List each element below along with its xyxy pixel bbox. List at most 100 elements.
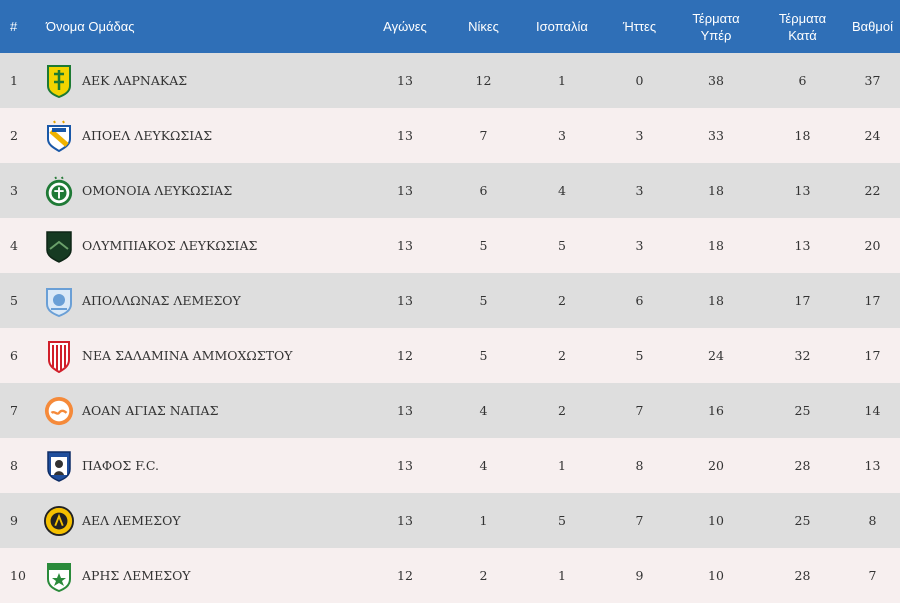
played-cell: 13 xyxy=(397,73,413,88)
table-row: 4 ΟΛΥΜΠΙΑΚΟΣ ΛΕΥΚΩΣΙΑΣ 13 5 5 3 18 13 20 xyxy=(0,218,900,273)
aek-larnaca-crest-icon xyxy=(44,64,74,98)
goals-against-cell: 25 xyxy=(794,403,811,418)
team-name[interactable]: ΑΕΛ ΛΕΜΕΣΟΥ xyxy=(82,513,181,528)
points-cell: 24 xyxy=(864,128,881,143)
wins-cell: 2 xyxy=(479,568,488,583)
position-cell: 10 xyxy=(10,568,26,583)
table-row: 2 ΑΠΟΕΛ ΛΕΥΚΩΣΙΑΣ 13 7 3 3 33 18 24 xyxy=(0,108,900,163)
team-cell: ΝΕΑ ΣΑΛΑΜΙΝΑ ΑΜΜΟΧΩΣΤΟΥ xyxy=(40,328,360,383)
olympiakos-nicosia-crest-icon xyxy=(44,229,74,263)
aoan-crest-icon xyxy=(44,394,74,428)
header-goals-against: Τέρματα Κατά xyxy=(760,0,845,53)
header-draws: Ισοπαλία xyxy=(536,19,588,34)
draws-cell: 5 xyxy=(558,513,566,528)
aris-crest-icon xyxy=(44,559,74,593)
goals-for-cell: 18 xyxy=(708,183,724,198)
table-row: 5 ΑΠΟΛΛΩΝΑΣ ΛΕΜΕΣΟΥ 13 5 2 6 18 17 17 xyxy=(0,273,900,328)
draws-cell: 5 xyxy=(558,238,566,253)
draws-cell: 4 xyxy=(558,183,566,198)
draws-cell: 1 xyxy=(558,458,566,473)
team-cell: ΟΜΟΝΟΙΑ ΛΕΥΚΩΣΙΑΣ xyxy=(40,163,360,218)
team-name[interactable]: ΑΠΟΛΛΩΝΑΣ ΛΕΜΕΣΟΥ xyxy=(82,293,241,308)
points-cell: 20 xyxy=(864,238,881,253)
points-cell: 17 xyxy=(864,293,881,308)
team-name[interactable]: ΝΕΑ ΣΑΛΑΜΙΝΑ ΑΜΜΟΧΩΣΤΟΥ xyxy=(82,348,293,363)
played-cell: 13 xyxy=(397,183,413,198)
table-row: 1 ΑΕΚ ΛΑΡΝΑΚΑΣ 13 12 1 0 38 6 37 xyxy=(0,53,900,108)
position-cell: 1 xyxy=(10,73,18,88)
apoel-crest-icon xyxy=(44,119,74,153)
goals-for-cell: 38 xyxy=(708,73,724,88)
position-cell: 2 xyxy=(10,128,18,143)
team-name[interactable]: ΠΑΦΟΣ F.C. xyxy=(82,458,160,473)
goals-for-cell: 18 xyxy=(708,293,724,308)
played-cell: 12 xyxy=(397,348,413,363)
apollon-crest-icon xyxy=(44,284,74,318)
points-cell: 8 xyxy=(868,513,877,528)
draws-cell: 2 xyxy=(558,293,566,308)
nea-salamina-crest-icon xyxy=(44,339,74,373)
losses-cell: 5 xyxy=(635,348,644,363)
team-name[interactable]: ΟΜΟΝΟΙΑ ΛΕΥΚΩΣΙΑΣ xyxy=(82,183,233,198)
team-name[interactable]: ΑΡΗΣ ΛΕΜΕΣΟΥ xyxy=(82,568,191,583)
wins-cell: 4 xyxy=(479,403,488,418)
team-name[interactable]: ΑΠΟΕΛ ΛΕΥΚΩΣΙΑΣ xyxy=(82,128,213,143)
goals-for-cell: 33 xyxy=(708,128,724,143)
omonoia-crest-icon xyxy=(44,174,74,208)
points-cell: 17 xyxy=(864,348,881,363)
wins-cell: 4 xyxy=(479,458,488,473)
header-points: Βαθμοί xyxy=(851,19,894,34)
team-cell: ΑΕΚ ΛΑΡΝΑΚΑΣ xyxy=(40,53,360,108)
goals-against-cell: 6 xyxy=(798,73,807,88)
table-row: 8 ΠΑΦΟΣ F.C. 13 4 1 8 20 28 13 xyxy=(0,438,900,493)
team-cell: ΑΟΑΝ ΑΓΙΑΣ ΝΑΠΑΣ xyxy=(40,383,360,438)
header-goals-for-line2: Υπέρ xyxy=(700,27,732,43)
losses-cell: 6 xyxy=(635,293,644,308)
wins-cell: 6 xyxy=(479,183,488,198)
header-wins: Νίκες xyxy=(468,19,499,34)
header-played: Αγώνες xyxy=(383,19,427,34)
position-cell: 9 xyxy=(10,513,18,528)
played-cell: 13 xyxy=(397,293,413,308)
position-cell: 8 xyxy=(10,458,18,473)
pafos-crest-icon xyxy=(44,449,74,483)
header-goals-for: Τέρματα Υπέρ xyxy=(672,0,760,53)
goals-against-cell: 25 xyxy=(794,513,811,528)
position-cell: 3 xyxy=(10,183,18,198)
position-cell: 4 xyxy=(10,238,18,253)
team-name[interactable]: ΑΕΚ ΛΑΡΝΑΚΑΣ xyxy=(82,73,188,88)
played-cell: 13 xyxy=(397,238,413,253)
goals-for-cell: 10 xyxy=(708,568,724,583)
points-cell: 13 xyxy=(864,458,881,473)
table-row: 3 ΟΜΟΝΟΙΑ ΛΕΥΚΩΣΙΑΣ 13 6 4 3 18 13 22 xyxy=(0,163,900,218)
goals-for-cell: 24 xyxy=(708,348,724,363)
team-name[interactable]: ΑΟΑΝ ΑΓΙΑΣ ΝΑΠΑΣ xyxy=(82,403,219,418)
draws-cell: 2 xyxy=(558,348,566,363)
goals-against-cell: 13 xyxy=(794,183,811,198)
table-row: 10 ΑΡΗΣ ΛΕΜΕΣΟΥ 12 2 1 9 10 28 7 xyxy=(0,548,900,603)
losses-cell: 3 xyxy=(635,238,644,253)
header-team-name: Όνομα Ομάδας xyxy=(46,19,135,34)
played-cell: 13 xyxy=(397,513,413,528)
team-cell: ΑΠΟΛΛΩΝΑΣ ΛΕΜΕΣΟΥ xyxy=(40,273,360,328)
draws-cell: 1 xyxy=(558,73,566,88)
points-cell: 37 xyxy=(864,73,881,88)
table-row: 6 ΝΕΑ ΣΑΛΑΜΙΝΑ ΑΜΜΟΧΩΣΤΟΥ 12 5 2 5 24 32 17 xyxy=(0,328,900,383)
losses-cell: 7 xyxy=(635,513,644,528)
losses-cell: 0 xyxy=(635,73,644,88)
team-cell: ΑΕΛ ΛΕΜΕΣΟΥ xyxy=(40,493,360,548)
losses-cell: 9 xyxy=(635,568,644,583)
wins-cell: 5 xyxy=(479,293,488,308)
goals-for-cell: 10 xyxy=(708,513,724,528)
table-row: 7 ΑΟΑΝ ΑΓΙΑΣ ΝΑΠΑΣ 13 4 2 7 16 25 14 xyxy=(0,383,900,438)
points-cell: 14 xyxy=(864,403,881,418)
draws-cell: 3 xyxy=(558,128,566,143)
wins-cell: 1 xyxy=(479,513,488,528)
team-name[interactable]: ΟΛΥΜΠΙΑΚΟΣ ΛΕΥΚΩΣΙΑΣ xyxy=(82,238,258,253)
position-cell: 7 xyxy=(10,403,18,418)
position-cell: 6 xyxy=(10,348,18,363)
played-cell: 13 xyxy=(397,128,413,143)
wins-cell: 7 xyxy=(479,128,488,143)
header-losses: Ήττες xyxy=(622,19,657,34)
goals-for-cell: 16 xyxy=(708,403,724,418)
